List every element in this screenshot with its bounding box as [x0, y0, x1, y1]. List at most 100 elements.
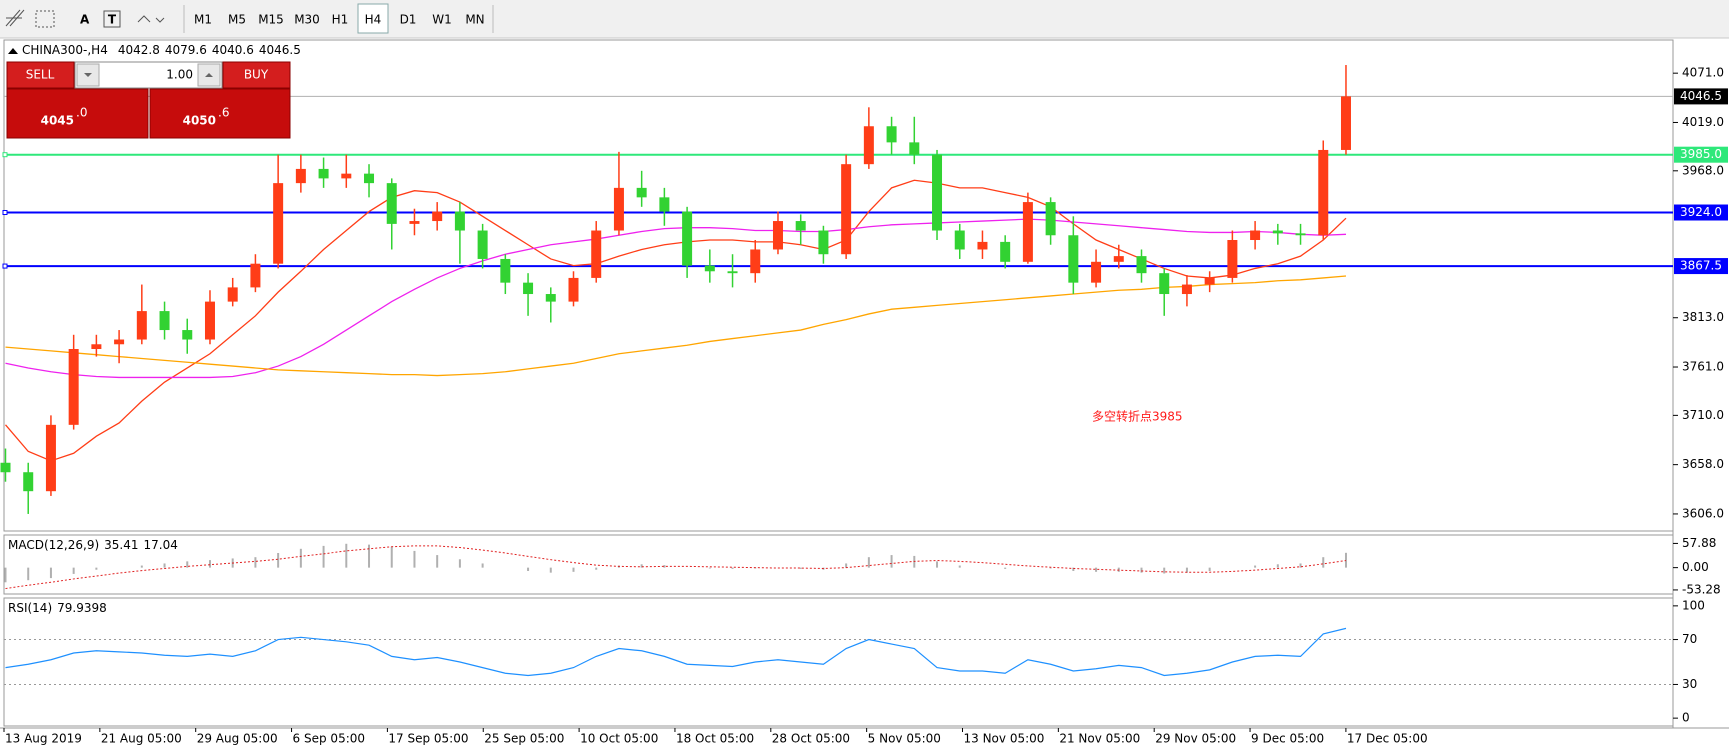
- icon-grid[interactable]: [35, 10, 55, 28]
- plot: 4071.0 4019.0 3968.0 3813.0 3761.0 3710.0 3658…: [0, 65, 1728, 746]
- macd-signal-value: 17.04: [144, 538, 178, 552]
- candle-body: [454, 211, 465, 231]
- level-label: 3985.0: [1680, 147, 1722, 161]
- sell-button[interactable]: [6, 61, 75, 89]
- x-tick-label: 29 Aug 05:00: [197, 732, 278, 746]
- symbol-header: CHINA300-,H4 4042.8 4079.6 4040.6 4046.5: [22, 43, 301, 57]
- candle-body: [500, 258, 511, 283]
- candle-body: [1159, 273, 1170, 295]
- y-tick-label: 70: [1682, 632, 1697, 646]
- icon-fib[interactable]: [5, 9, 25, 27]
- candle-body: [1091, 261, 1102, 283]
- candle-body: [318, 168, 329, 179]
- x-tick-label: 9 Dec 05:00: [1251, 732, 1324, 746]
- icon-text-box[interactable]: [103, 10, 121, 28]
- candle-body: [182, 330, 193, 340]
- one-click-panel: SELL 1.00 BUY 4045 .0 4050 .6: [6, 61, 291, 139]
- candle-body: [886, 126, 897, 143]
- candle-body: [613, 187, 624, 231]
- ohlc-value: 4079.6: [165, 43, 207, 57]
- candle-body: [432, 211, 443, 222]
- buy-label[interactable]: BUY: [244, 68, 269, 82]
- timeframe-button[interactable]: MN: [465, 13, 484, 27]
- rsi-line: [5, 627, 1347, 677]
- buy-button[interactable]: [222, 61, 291, 89]
- candle-body: [386, 183, 397, 224]
- timeframe-button[interactable]: M15: [258, 13, 284, 27]
- timeframe-button[interactable]: H1: [332, 13, 349, 27]
- ohlc-value: 4046.5: [259, 43, 301, 57]
- candle-body: [1181, 284, 1192, 295]
- candle-body: [841, 164, 852, 255]
- symbol: CHINA300-,H4: [22, 43, 108, 57]
- candle-body: [977, 241, 988, 250]
- x-tick-label: 17 Dec 05:00: [1347, 732, 1428, 746]
- tool-label[interactable]: T: [108, 13, 117, 27]
- candle-body: [772, 221, 783, 250]
- x-tick-label: 25 Sep 05:00: [484, 732, 564, 746]
- x-tick-label: 13 Nov 05:00: [964, 732, 1045, 746]
- candle-body: [23, 472, 34, 492]
- timeframe-button[interactable]: M30: [294, 13, 320, 27]
- candle-body: [0, 462, 11, 473]
- rsi-header: RSI(14) 79.9398: [8, 601, 107, 615]
- ohlc-value: 4040.6: [212, 43, 254, 57]
- ask-big: 4050: [183, 114, 216, 128]
- candle-body: [1204, 277, 1215, 285]
- x-tick-label: 28 Oct 05:00: [772, 732, 850, 746]
- ask-box[interactable]: [149, 88, 291, 139]
- bid-small: .0: [76, 106, 87, 120]
- icon-arrows[interactable]: [137, 15, 165, 23]
- bid-big: 4045: [41, 114, 74, 128]
- active-timeframe[interactable]: [357, 3, 389, 34]
- candle-body: [45, 424, 56, 492]
- x-tick-label: 13 Aug 2019: [5, 732, 82, 746]
- candle-body: [750, 249, 761, 274]
- y-tick-label: 4071.0: [1682, 66, 1724, 80]
- candle-body: [1318, 149, 1329, 236]
- candle-body: [1250, 230, 1261, 241]
- level-label: 3867.5: [1680, 259, 1722, 273]
- timeframe-button[interactable]: M5: [228, 13, 246, 27]
- down-arrow: [84, 73, 92, 77]
- bid-box[interactable]: [6, 88, 149, 139]
- timeframe-button[interactable]: H4: [365, 13, 382, 27]
- x-tick-label: 10 Oct 05:00: [580, 732, 658, 746]
- level-marker: [2, 152, 8, 158]
- timeframe-button[interactable]: M1: [194, 13, 212, 27]
- candle-body: [1045, 202, 1056, 236]
- moving-average: [5, 179, 1347, 462]
- collapse-icon[interactable]: [8, 48, 18, 54]
- candle-body: [568, 277, 579, 302]
- candle-body: [659, 197, 670, 212]
- level-marker: [2, 210, 8, 216]
- tool-icons: [5, 5, 185, 33]
- y-tick-label: 3710.0: [1682, 408, 1724, 422]
- level-label: 3924.0: [1680, 205, 1722, 219]
- x-tick-label: 18 Oct 05:00: [676, 732, 754, 746]
- tool-text[interactable]: A: [80, 13, 90, 27]
- candle-body: [591, 230, 602, 278]
- timeframe-button[interactable]: W1: [432, 13, 452, 27]
- candle-body: [409, 221, 420, 224]
- candle-body: [114, 339, 125, 345]
- candle-body: [1295, 233, 1306, 236]
- volume[interactable]: 1.00: [166, 68, 193, 82]
- y-tick-label: 3658.0: [1682, 457, 1724, 471]
- sell-label[interactable]: SELL: [26, 68, 55, 82]
- y-tick-label: 3813.0: [1682, 310, 1724, 324]
- candle-body: [1068, 235, 1079, 283]
- candle-body: [954, 230, 965, 250]
- candle-body: [523, 282, 534, 295]
- moving-average: [5, 275, 1347, 377]
- timeframe-button[interactable]: D1: [400, 13, 417, 27]
- x-tick-label: 21 Aug 05:00: [101, 732, 182, 746]
- candle-body: [795, 221, 806, 231]
- macd-frame: [3, 534, 1674, 595]
- candle-body: [136, 311, 147, 340]
- candle-body: [1136, 256, 1147, 274]
- macd-value: 35.41: [104, 538, 138, 552]
- rsi-frame: [3, 597, 1674, 727]
- candle-body: [727, 271, 738, 274]
